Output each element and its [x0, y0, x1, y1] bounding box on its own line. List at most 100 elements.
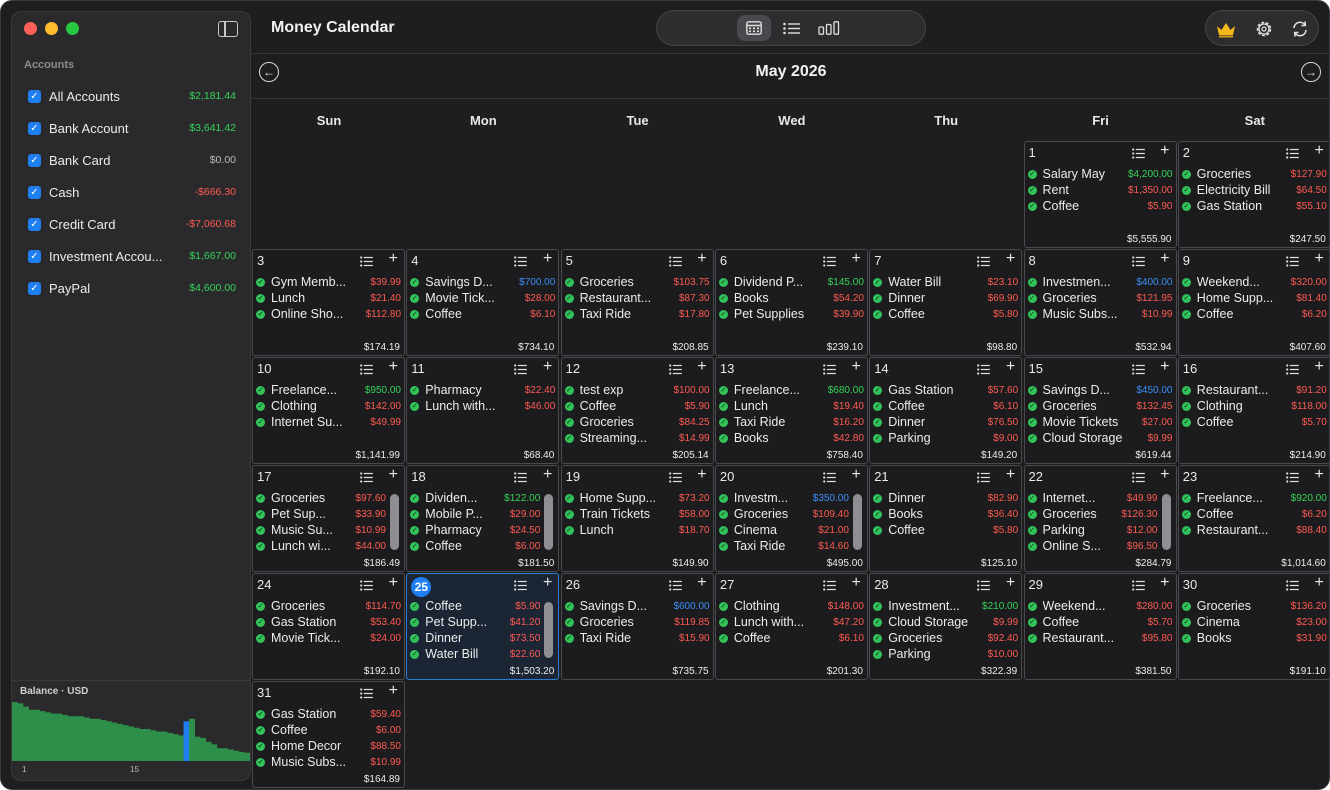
- transaction-row[interactable]: ✓ Gym Memb... $39.99: [256, 274, 401, 290]
- transaction-row[interactable]: ✓ Books $42.80: [718, 430, 864, 446]
- add-icon[interactable]: +: [1314, 142, 1324, 159]
- transaction-row[interactable]: ✓ Savings D... $700.00: [410, 274, 555, 290]
- add-icon[interactable]: +: [1160, 466, 1170, 483]
- transaction-row[interactable]: ✓ Groceries $97.60: [256, 490, 386, 506]
- premium-button[interactable]: [1214, 17, 1238, 41]
- transaction-row[interactable]: ✓ Coffee $6.00: [256, 722, 401, 738]
- calendar-day[interactable]: 19 + ✓ Home Supp... $73.20 ✓ Train Tickets $58.…: [560, 465, 714, 572]
- calendar-day[interactable]: 6 + ✓ Dividend P... $145.00 ✓ Books $54.20 ✓ Pet …: [714, 249, 868, 356]
- add-icon[interactable]: +: [851, 358, 861, 375]
- transaction-row[interactable]: ✓ Dividen... $122.00: [410, 490, 540, 506]
- list-icon[interactable]: [514, 254, 528, 267]
- transaction-row[interactable]: ✓ Coffee $5.80: [873, 306, 1018, 322]
- list-icon[interactable]: [360, 470, 373, 483]
- transaction-row[interactable]: ✓ Lunch $19.40: [718, 398, 864, 414]
- previous-month-button[interactable]: ←: [259, 62, 279, 82]
- transaction-row[interactable]: ✓ Parking $9.00: [873, 430, 1018, 446]
- transaction-row[interactable]: ✓ Coffee $6.20: [1181, 506, 1327, 522]
- transaction-row[interactable]: ✓ Restaurant... $91.20: [1181, 382, 1327, 398]
- list-icon[interactable]: [977, 362, 990, 375]
- transaction-row[interactable]: ✓ Cinema $23.00: [1181, 614, 1327, 630]
- list-icon[interactable]: [1285, 254, 1299, 267]
- sync-button[interactable]: [1288, 17, 1312, 41]
- add-icon[interactable]: +: [1160, 142, 1170, 159]
- transaction-row[interactable]: ✓ Water Bill $23.10: [873, 274, 1018, 290]
- transaction-row[interactable]: ✓ Savings D... $600.00: [564, 598, 710, 614]
- list-icon[interactable]: [360, 686, 373, 699]
- transaction-row[interactable]: ✓ Movie Tick... $24.00: [256, 630, 401, 646]
- list-icon[interactable]: [668, 254, 682, 267]
- transaction-row[interactable]: ✓ Coffee $6.10: [410, 306, 555, 322]
- transaction-row[interactable]: ✓ Cloud Storage $9.99: [873, 614, 1018, 630]
- minimize-window-button[interactable]: [45, 22, 58, 35]
- add-icon[interactable]: +: [542, 250, 553, 267]
- transaction-row[interactable]: ✓ Salary May $4,200.00: [1027, 166, 1173, 182]
- calendar-day[interactable]: 3 + ✓ Gym Memb... $39.99 ✓ Lunch $21.40 ✓ Online …: [252, 249, 405, 356]
- calendar-day[interactable]: 12 + ✓ test exp $100.00 ✓ Coffee $5.90 ✓ Grocerie…: [560, 357, 714, 464]
- transaction-row[interactable]: ✓ Pet Sup... $33.90: [256, 506, 386, 522]
- list-icon[interactable]: [514, 470, 528, 483]
- add-icon[interactable]: +: [1005, 466, 1016, 483]
- transaction-row[interactable]: ✓ Restaurant... $95.80: [1027, 630, 1173, 646]
- transaction-row[interactable]: ✓ Clothing $148.00: [718, 598, 864, 614]
- list-icon[interactable]: [514, 362, 528, 375]
- calendar-day[interactable]: 20 + ✓ Investm... $350.00 ✓ Groceries $109.40 ✓ C…: [714, 465, 868, 572]
- account-row[interactable]: ✓ PayPal $4,600.00: [12, 272, 250, 304]
- transaction-row[interactable]: ✓ Gas Station $59.40: [256, 706, 401, 722]
- calendar-day[interactable]: 4 + ✓ Savings D... $700.00 ✓ Movie Tick... $28.…: [406, 249, 560, 356]
- transaction-row[interactable]: ✓ Music Subs... $10.99: [256, 754, 401, 770]
- transaction-row[interactable]: ✓ Groceries $103.75: [564, 274, 710, 290]
- account-row[interactable]: ✓ Investment Accou... $1,667.00: [12, 240, 250, 272]
- calendar-day[interactable]: 8 + ✓ Investmen... $400.00 ✓ Groceries $121.95 ✓…: [1023, 249, 1177, 356]
- transaction-row[interactable]: ✓ Weekend... $280.00: [1027, 598, 1173, 614]
- list-icon[interactable]: [360, 254, 373, 267]
- add-icon[interactable]: +: [388, 358, 398, 375]
- scrollbar[interactable]: [544, 602, 554, 658]
- transaction-row[interactable]: ✓ Books $36.40: [873, 506, 1018, 522]
- calendar-view-button[interactable]: [737, 15, 771, 41]
- transaction-row[interactable]: ✓ Home Decor $88.50: [256, 738, 401, 754]
- list-icon[interactable]: [977, 254, 990, 267]
- calendar-day[interactable]: 29 + ✓ Weekend... $280.00 ✓ Coffee $5.70 ✓ Restau…: [1023, 573, 1177, 680]
- scrollbar[interactable]: [544, 494, 554, 550]
- close-window-button[interactable]: [24, 22, 37, 35]
- transaction-row[interactable]: ✓ Lunch with... $47.20: [718, 614, 864, 630]
- calendar-day[interactable]: 26 + ✓ Savings D... $600.00 ✓ Groceries $119.85…: [560, 573, 714, 680]
- account-row[interactable]: ✓ Cash -$666.30: [12, 176, 250, 208]
- transaction-row[interactable]: ✓ Cinema $21.00: [718, 522, 849, 538]
- add-icon[interactable]: +: [1005, 358, 1016, 375]
- calendar-day[interactable]: 27 + ✓ Clothing $148.00 ✓ Lunch with... $47.20 ✓…: [714, 573, 868, 680]
- transaction-row[interactable]: ✓ Clothing $142.00: [256, 398, 401, 414]
- transaction-row[interactable]: ✓ Streaming... $14.99: [564, 430, 710, 446]
- add-icon[interactable]: +: [388, 682, 398, 699]
- transaction-row[interactable]: ✓ Dinner $73.50: [410, 630, 540, 646]
- transaction-row[interactable]: ✓ Dividend P... $145.00: [718, 274, 864, 290]
- list-icon[interactable]: [1285, 470, 1299, 483]
- list-icon[interactable]: [668, 362, 682, 375]
- calendar-day[interactable]: 13 + ✓ Freelance... $680.00 ✓ Lunch $19.40 ✓ Taxi…: [714, 357, 868, 464]
- transaction-row[interactable]: ✓ Lunch with... $46.00: [410, 398, 555, 414]
- calendar-day[interactable]: 5 + ✓ Groceries $103.75 ✓ Restaurant... $87.30 ✓…: [560, 249, 714, 356]
- calendar-day[interactable]: 23 + ✓ Freelance... $920.00 ✓ Coffee $6.20 ✓ Rest…: [1177, 465, 1329, 572]
- transaction-row[interactable]: ✓ Internet... $49.99: [1027, 490, 1158, 506]
- list-icon[interactable]: [977, 470, 990, 483]
- transaction-row[interactable]: ✓ Parking $10.00: [873, 646, 1018, 662]
- add-icon[interactable]: +: [851, 466, 861, 483]
- transaction-row[interactable]: ✓ Online S... $96.50: [1027, 538, 1158, 554]
- calendar-day[interactable]: 18 + ✓ Dividen... $122.00 ✓ Mobile P... $29.00 ✓…: [406, 465, 560, 572]
- transaction-row[interactable]: ✓ Water Bill $22.60: [410, 646, 540, 662]
- transaction-row[interactable]: ✓ Music Su... $10.99: [256, 522, 386, 538]
- account-checkbox[interactable]: ✓: [28, 153, 41, 167]
- list-icon[interactable]: [1285, 578, 1299, 591]
- transaction-row[interactable]: ✓ Pet Supplies $39.90: [718, 306, 864, 322]
- calendar-day[interactable]: 9 + ✓ Weekend... $320.00 ✓ Home Supp... $81.40 ✓…: [1177, 249, 1329, 356]
- transaction-row[interactable]: ✓ Coffee $5.90: [1027, 198, 1173, 214]
- add-icon[interactable]: +: [388, 466, 398, 483]
- add-icon[interactable]: +: [1314, 358, 1324, 375]
- transaction-row[interactable]: ✓ Lunch $21.40: [256, 290, 401, 306]
- transaction-row[interactable]: ✓ Taxi Ride $16.20: [718, 414, 864, 430]
- account-row[interactable]: ✓ Bank Card $0.00: [12, 144, 250, 176]
- add-icon[interactable]: +: [542, 358, 553, 375]
- transaction-row[interactable]: ✓ Movie Tick... $28.00: [410, 290, 555, 306]
- list-icon[interactable]: [1131, 362, 1145, 375]
